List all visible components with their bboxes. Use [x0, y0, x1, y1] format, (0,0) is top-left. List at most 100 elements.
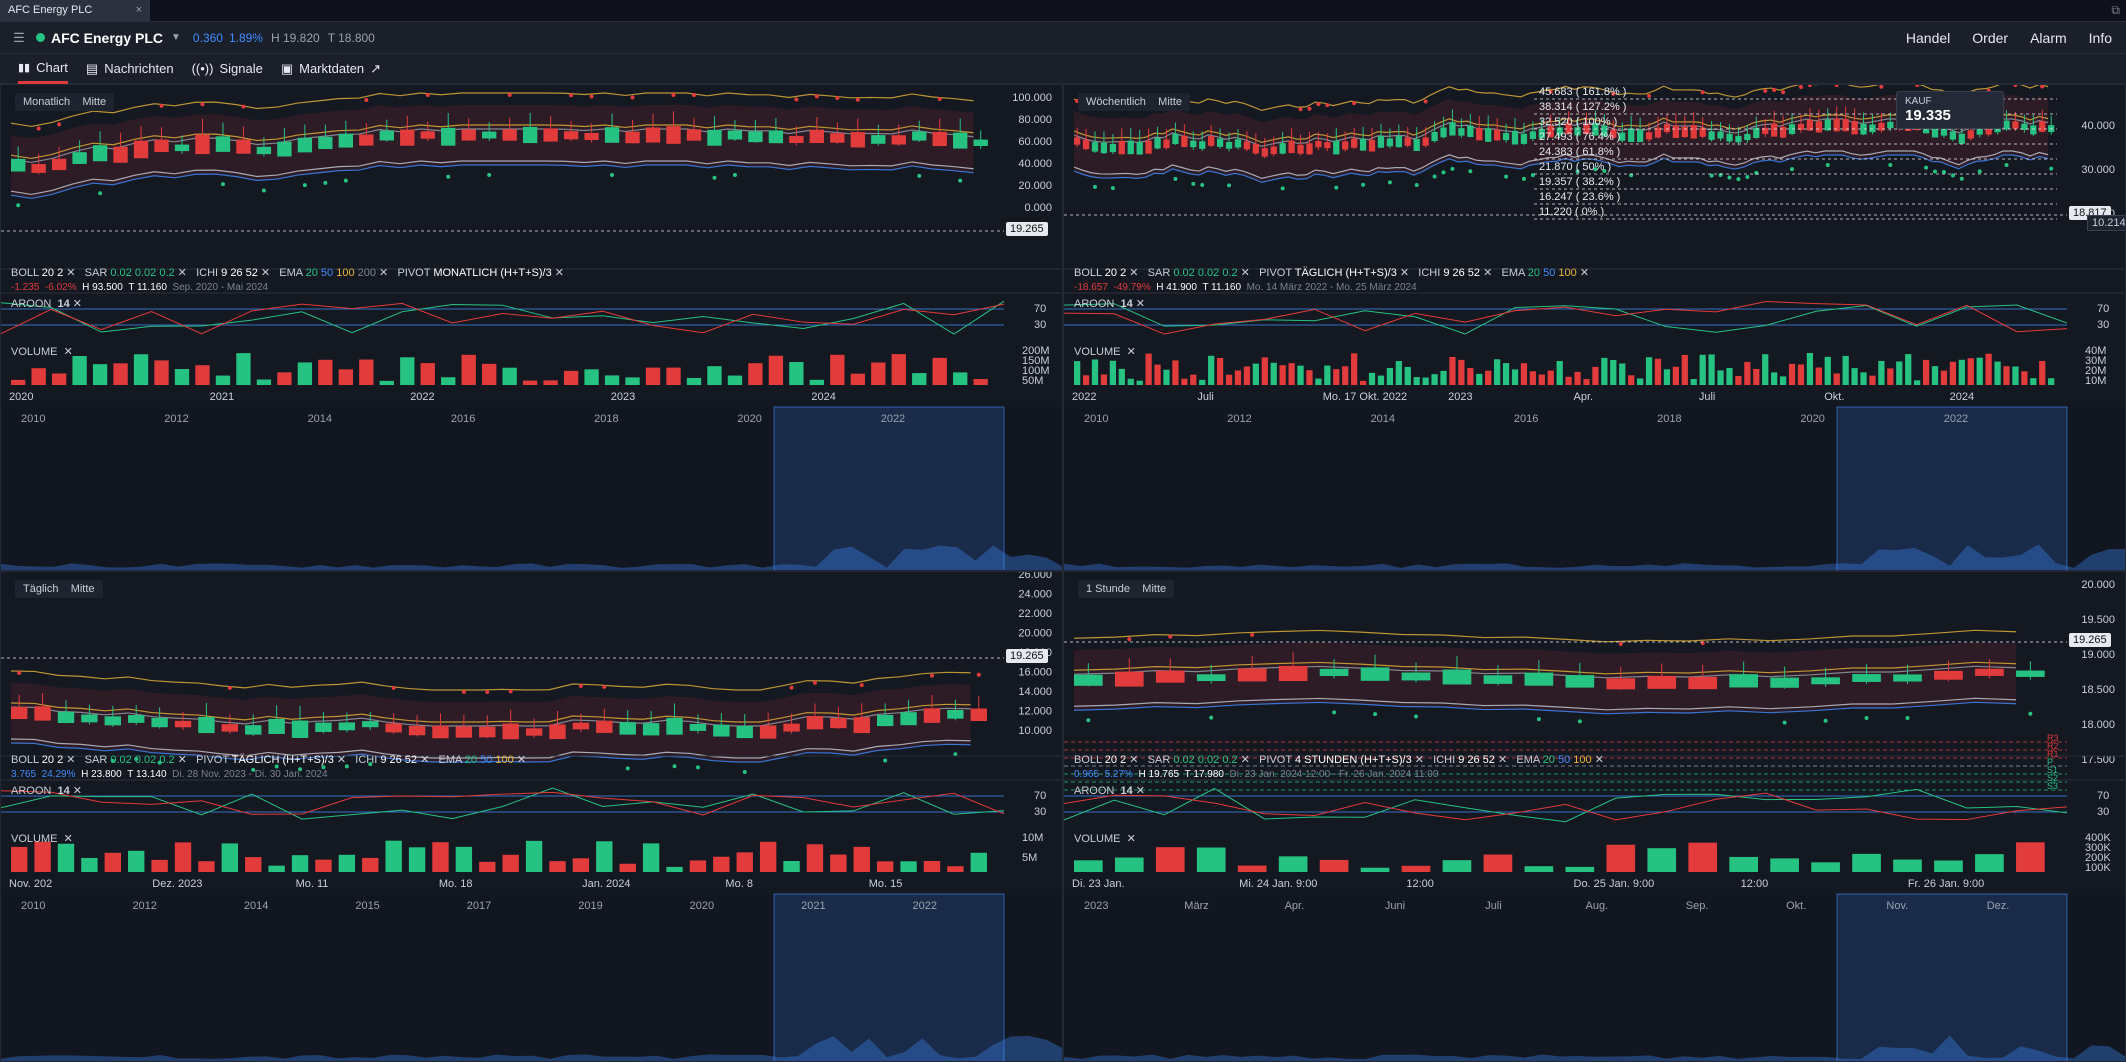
- tab-news[interactable]: ▤ Nachrichten: [86, 54, 174, 84]
- nav-info[interactable]: Info: [2088, 30, 2112, 46]
- candle: [1556, 127, 1563, 136]
- navigator-bg: [1, 407, 1062, 570]
- tab-market-data[interactable]: ▣ Marktdaten ↗: [281, 54, 381, 84]
- candle: [1762, 127, 1769, 134]
- aroon-30: 30: [2097, 319, 2110, 331]
- sar-dot: [134, 756, 139, 761]
- sar-dot: [251, 767, 256, 772]
- period-label[interactable]: Täglich: [23, 583, 59, 595]
- instrument-name[interactable]: AFC Energy PLC: [51, 29, 164, 46]
- chart-panel-daily[interactable]: 26.00024.00022.00020.00018.00016.00014.0…: [0, 571, 1063, 1062]
- sar-dot: [57, 122, 62, 127]
- volume-tick: 50M: [1022, 375, 1044, 387]
- aroon-label[interactable]: AROON 14 ✕: [1074, 298, 1145, 310]
- volume-bar: [245, 857, 262, 872]
- candle: [1190, 140, 1197, 148]
- sar-dot: [227, 685, 232, 690]
- volume-bar: [291, 855, 309, 872]
- tab-chart[interactable]: ▮▮ Chart: [18, 54, 68, 84]
- sar-dot: [241, 104, 246, 109]
- candle: [1520, 133, 1528, 144]
- volume-bar: [113, 363, 128, 385]
- nav-alarm[interactable]: Alarm: [2030, 30, 2067, 46]
- price-mode-label[interactable]: Mitte: [1158, 96, 1182, 108]
- indicator-legend[interactable]: BOLL 20 2 ✕ SAR 0.02 0.02 0.2 ✕ PIVOT TÄ…: [11, 754, 527, 766]
- sar-dot: [1521, 176, 1526, 181]
- volume-bar: [1583, 379, 1590, 385]
- indicator-line: [10, 124, 974, 160]
- candle: [1395, 136, 1402, 148]
- indicator-legend[interactable]: BOLL 20 2 ✕ SAR 0.02 0.02 0.2 ✕ PIVOT 4 …: [1074, 754, 1604, 766]
- period-label[interactable]: Wöchentlich: [1086, 96, 1146, 108]
- period-label[interactable]: 1 Stunde: [1086, 583, 1131, 595]
- candle: [11, 706, 28, 720]
- x-axis-label: Mo. 17 Okt. 2022: [1322, 391, 1408, 403]
- price-mode-label[interactable]: Mitte: [82, 96, 107, 108]
- aroon-label[interactable]: AROON 14 ✕: [11, 785, 82, 797]
- candle: [830, 133, 845, 143]
- indicator-legend[interactable]: BOLL 20 2 ✕ SAR 0.02 0.02 0.2 ✕ ICHI 9 2…: [11, 267, 564, 279]
- sar-dot: [1209, 715, 1214, 720]
- low-price-tag: 10.214: [2087, 215, 2125, 231]
- nav-order[interactable]: Order: [1972, 30, 2009, 46]
- volume-bar: [596, 841, 613, 872]
- candle: [1342, 141, 1349, 150]
- fib-level: 16.247 ( 23.6% ): [1539, 191, 1621, 203]
- volume-label[interactable]: VOLUME ✕: [11, 833, 73, 845]
- volume-label[interactable]: VOLUME ✕: [1074, 833, 1136, 845]
- candle: [1806, 119, 1814, 131]
- aroon-down-line: [1, 302, 1005, 335]
- tab-close-icon[interactable]: ×: [135, 4, 142, 16]
- period-selector[interactable]: Wöchentlich Mitte: [1078, 93, 1190, 111]
- chart-canvas[interactable]: 26.00024.00022.00020.00018.00016.00014.0…: [1, 572, 1063, 1062]
- aroon-70: 70: [2097, 790, 2110, 802]
- price-mode-label[interactable]: Mitte: [70, 583, 95, 595]
- sar-dot: [691, 93, 696, 97]
- buy-button[interactable]: KAUF 19.335: [1896, 91, 2004, 129]
- indicator-legend[interactable]: BOLL 20 2 ✕ SAR 0.02 0.02 0.2 ✕ PIVOT TÄ…: [1074, 267, 1590, 279]
- volume-bar: [1401, 865, 1431, 872]
- candle: [1091, 142, 1099, 152]
- period-label[interactable]: Monatlich: [23, 96, 71, 108]
- x-axis-label: 2024: [1949, 391, 1975, 403]
- navigator-year: 2010: [21, 413, 46, 425]
- tab-afc-energy[interactable]: AFC Energy PLC ×: [0, 0, 150, 22]
- fib-level: 19.357 ( 38.2% ): [1539, 176, 1621, 188]
- chevron-down-icon[interactable]: ▼: [171, 32, 181, 43]
- candle: [1524, 672, 1554, 686]
- candle: [1458, 128, 1465, 136]
- sar-dot: [1423, 99, 1428, 104]
- candle: [1155, 670, 1185, 683]
- chart-canvas[interactable]: 20.000 19.500 19.000 18.500 18.000 17.500: [1064, 572, 2126, 1062]
- volume-bar: [830, 354, 845, 385]
- candle: [11, 158, 26, 172]
- chart-panel-hourly[interactable]: 20.000 19.500 19.000 18.500 18.000 17.500 1 St…: [1063, 571, 2126, 1062]
- window-restore-icon[interactable]: ⧉: [2111, 3, 2120, 17]
- period-selector[interactable]: 1 Stunde Mitte: [1078, 580, 1175, 598]
- aroon-label[interactable]: AROON 14 ✕: [1074, 785, 1145, 797]
- candle: [1852, 674, 1881, 682]
- nav-handel[interactable]: Handel: [1905, 30, 1951, 46]
- x-axis-label: 12:00: [1740, 878, 1769, 890]
- chart-canvas[interactable]: 100.000 80.000 60.000 40.000 20.000 0.000: [1, 85, 1063, 571]
- hamburger-menu-icon[interactable]: ☰: [13, 29, 25, 45]
- volume-bar: [1278, 856, 1308, 872]
- boll-label: BOLL: [1074, 267, 1102, 279]
- aroon-label[interactable]: AROON 14 ✕: [11, 298, 82, 310]
- x-axis-label: 2022: [1072, 391, 1097, 403]
- volume-bar: [1811, 862, 1840, 872]
- period-selector[interactable]: Täglich Mitte: [15, 580, 103, 598]
- price-mode-label[interactable]: Mitte: [1142, 583, 1167, 595]
- indicator-line: [10, 160, 974, 196]
- volume-bar: [420, 363, 435, 385]
- tab-signals[interactable]: ((•)) Signale: [192, 54, 263, 84]
- chart-panel-monthly[interactable]: 100.000 80.000 60.000 40.000 20.000 0.000 Mona…: [0, 84, 1063, 571]
- volume-label[interactable]: VOLUME ✕: [1074, 346, 1136, 358]
- period-selector[interactable]: Monatlich Mitte: [15, 93, 115, 111]
- candle: [291, 720, 309, 738]
- volume-label[interactable]: VOLUME ✕: [11, 346, 73, 358]
- navigator-area: [1064, 1035, 2125, 1061]
- candle: [1628, 128, 1635, 142]
